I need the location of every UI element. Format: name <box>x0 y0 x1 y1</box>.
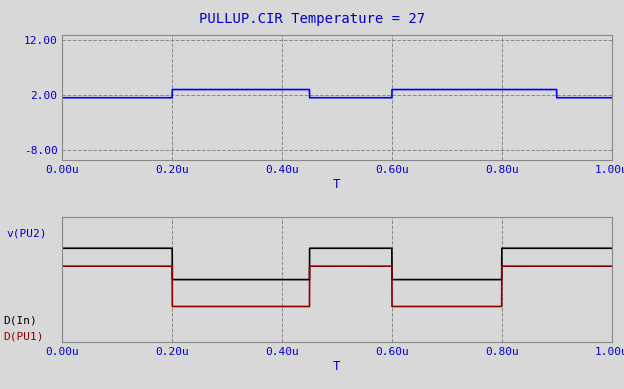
Text: v(PU2): v(PU2) <box>6 228 47 238</box>
Text: D(In): D(In) <box>3 316 37 326</box>
Text: PULLUP.CIR Temperature = 27: PULLUP.CIR Temperature = 27 <box>199 12 425 26</box>
X-axis label: T: T <box>333 360 341 373</box>
Text: D(PU1): D(PU1) <box>3 331 44 342</box>
X-axis label: T: T <box>333 178 341 191</box>
